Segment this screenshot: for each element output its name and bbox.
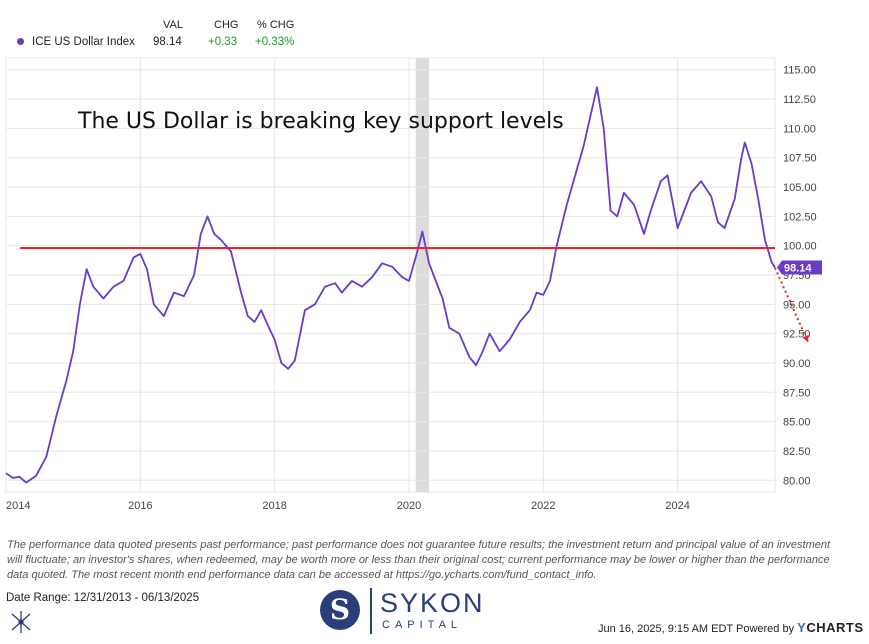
performance-disclaimer: The performance data quoted presents pas… [7,539,831,581]
footer-attribution: Jun 16, 2025, 9:15 AM EDT Powered by YCH… [598,620,864,635]
footer-timestamp: Jun 16, 2025, 9:15 AM EDT Powered by [598,623,795,635]
x-tick-label: 2024 [665,500,689,512]
x-tick-label: 2018 [262,500,286,512]
y-tick-label: 82.50 [783,446,811,458]
brand-sub: CAPITAL [382,619,463,631]
legend-change: +0.33 [208,36,238,48]
x-tick-label: 2014 [6,500,30,512]
ycharts-logo[interactable]: YCHARTS [797,620,864,635]
y-tick-label: 107.50 [783,153,817,165]
sykon-capital-logo: S SYKON CAPITAL [320,588,490,636]
y-tick-label: 87.50 [783,387,811,399]
y-tick-label: 90.00 [783,358,811,370]
logo-divider [370,588,372,634]
y-tick-label: 102.50 [783,211,817,223]
legend-header-val: VAL [163,19,183,31]
y-tick-label: 85.00 [783,417,811,429]
legend-percent-change: +0.33% [255,36,295,48]
series-color-dot [17,38,24,45]
last-value-text: 98.14 [784,262,812,274]
sykon-s-icon: S [320,590,360,630]
forecast-arrow-head [802,334,809,342]
brand-name: SYKON [380,588,485,618]
y-tick-label: 100.00 [783,241,817,253]
legend-header-pchg: % CHG [257,19,295,31]
x-tick-label: 2016 [128,500,152,512]
legend-series-name[interactable]: ICE US Dollar Index [32,36,135,48]
y-tick-label: 112.50 [783,94,816,106]
chart-legend: VAL CHG % CHG ICE US Dollar Index 98.14 … [0,0,869,55]
date-range: Date Range: 12/31/2013 - 06/13/2025 [6,592,200,604]
legend-value: 98.14 [153,36,182,48]
last-value-badge [777,260,822,275]
y-tick-label: 80.00 [783,475,811,487]
x-tick-label: 2022 [531,500,555,512]
sm-logo-icon [11,611,31,633]
x-tick-label: 2020 [397,500,421,512]
legend-header-chg: CHG [214,19,239,31]
chart-area[interactable]: 80.0082.5085.0087.5090.0092.5095.0097.50… [0,55,869,525]
y-tick-label: 105.00 [783,182,817,194]
last-value-label: 98.14 [777,260,822,275]
forecast-arrow-line [774,267,809,343]
y-tick-label: 110.00 [783,123,816,135]
annotation-text: The US Dollar is breaking key support le… [77,109,564,134]
y-tick-label: 115.00 [783,65,816,77]
y-tick-label: 95.00 [783,299,811,311]
series-line [5,86,776,484]
